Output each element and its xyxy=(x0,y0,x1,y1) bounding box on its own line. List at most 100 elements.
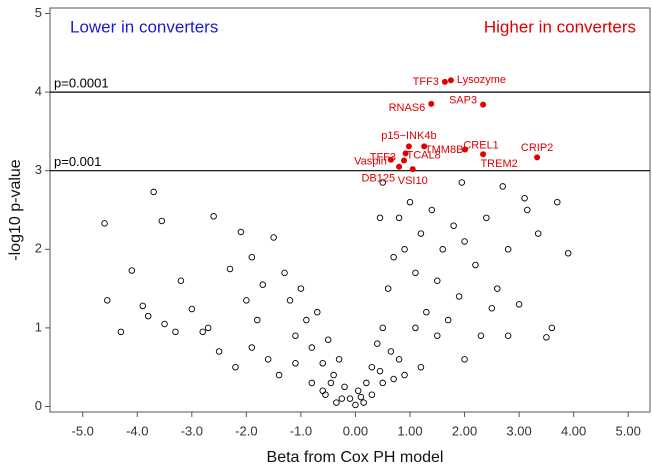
point xyxy=(319,387,326,395)
point xyxy=(417,230,425,237)
point xyxy=(104,297,111,304)
x-tick-label: -1.0 xyxy=(290,423,312,438)
point xyxy=(504,332,512,340)
point xyxy=(447,77,454,84)
point xyxy=(322,391,329,398)
point xyxy=(248,253,256,261)
point xyxy=(524,206,531,214)
point xyxy=(354,387,362,395)
point xyxy=(521,194,528,202)
point xyxy=(161,320,168,328)
point xyxy=(341,383,348,391)
point xyxy=(292,332,299,340)
point xyxy=(210,213,217,220)
point xyxy=(379,324,386,332)
point xyxy=(275,371,283,379)
point-label: TFF3 xyxy=(413,76,439,88)
point xyxy=(297,285,305,292)
x-tick-label: -3.0 xyxy=(181,423,203,438)
reference-label: p=0.001 xyxy=(54,154,101,169)
point xyxy=(488,304,496,312)
point xyxy=(402,150,409,157)
point-label: CREL1 xyxy=(463,139,498,151)
point xyxy=(461,238,468,245)
point-label: TCAL8 xyxy=(407,149,441,161)
point xyxy=(472,261,479,269)
y-tick-label: 1 xyxy=(35,319,42,334)
point xyxy=(204,324,212,332)
point xyxy=(401,246,408,253)
point xyxy=(499,183,506,190)
point xyxy=(417,363,425,371)
point-label: SAP3 xyxy=(449,95,477,107)
point xyxy=(395,214,403,222)
point xyxy=(101,220,108,227)
point xyxy=(368,363,376,371)
point xyxy=(554,198,561,206)
point xyxy=(462,146,469,153)
point xyxy=(480,101,487,108)
x-tick-label: 0.00 xyxy=(343,423,368,438)
point xyxy=(376,214,384,222)
point xyxy=(406,198,414,206)
point xyxy=(387,156,394,163)
point xyxy=(286,297,294,304)
point xyxy=(333,399,340,406)
point xyxy=(319,360,326,367)
point xyxy=(232,363,239,371)
point xyxy=(423,308,430,316)
annotation: Lower in converters xyxy=(70,17,218,36)
point xyxy=(401,371,408,379)
point xyxy=(150,188,157,196)
point xyxy=(494,285,501,292)
point xyxy=(128,267,136,274)
point xyxy=(360,399,367,406)
point xyxy=(330,371,337,379)
point xyxy=(270,234,277,241)
y-tick-label: 5 xyxy=(35,5,42,20)
point-label: CRIP2 xyxy=(521,142,553,154)
point xyxy=(379,379,386,387)
point xyxy=(376,367,384,375)
point xyxy=(264,356,272,363)
point xyxy=(390,253,397,261)
point xyxy=(444,316,452,324)
point xyxy=(243,297,250,304)
point xyxy=(455,293,463,300)
point xyxy=(363,379,370,387)
point xyxy=(409,166,416,173)
point xyxy=(303,316,310,324)
point xyxy=(390,375,397,383)
point xyxy=(480,151,487,158)
point xyxy=(421,143,428,150)
point xyxy=(543,334,550,341)
point xyxy=(461,356,468,363)
point xyxy=(248,344,256,351)
point xyxy=(405,143,412,150)
point-label: RNAS6 xyxy=(389,102,426,114)
point xyxy=(374,340,381,347)
point xyxy=(439,246,446,253)
point-label: Vaspin xyxy=(354,156,387,168)
point xyxy=(172,328,179,336)
point-label: TREM2 xyxy=(480,158,517,170)
point xyxy=(117,328,125,336)
point xyxy=(144,312,152,320)
point xyxy=(199,328,206,336)
point xyxy=(441,78,448,85)
point xyxy=(259,281,266,288)
point xyxy=(177,277,185,284)
point xyxy=(139,302,146,310)
point xyxy=(458,179,466,186)
point xyxy=(534,230,542,237)
point xyxy=(215,348,223,355)
point xyxy=(352,401,359,409)
point xyxy=(548,324,556,332)
point xyxy=(338,395,346,402)
y-tick-label: 3 xyxy=(35,162,42,177)
point xyxy=(434,332,441,340)
point xyxy=(450,222,457,229)
point xyxy=(327,379,335,387)
point xyxy=(564,249,572,257)
